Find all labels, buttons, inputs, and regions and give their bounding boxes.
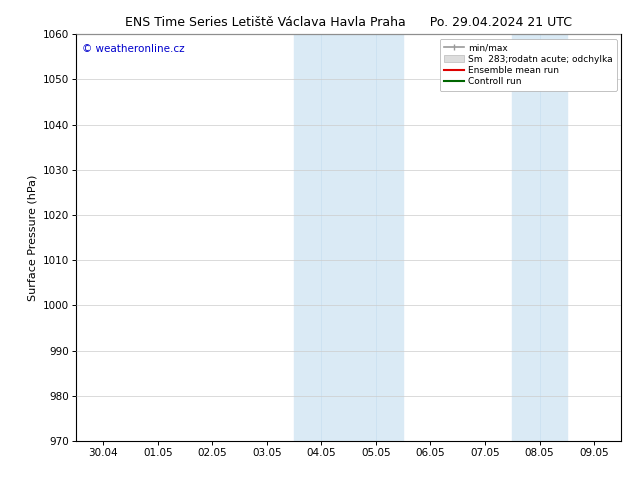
Bar bbox=[512, 34, 567, 441]
Title: ENS Time Series Letiště Václava Havla Praha      Po. 29.04.2024 21 UTC: ENS Time Series Letiště Václava Havla Pr… bbox=[125, 16, 573, 29]
Text: © weatheronline.cz: © weatheronline.cz bbox=[82, 45, 184, 54]
Bar bbox=[294, 34, 403, 441]
Legend: min/max, Sm  283;rodatn acute; odchylka, Ensemble mean run, Controll run: min/max, Sm 283;rodatn acute; odchylka, … bbox=[440, 39, 617, 91]
Y-axis label: Surface Pressure (hPa): Surface Pressure (hPa) bbox=[27, 174, 37, 301]
